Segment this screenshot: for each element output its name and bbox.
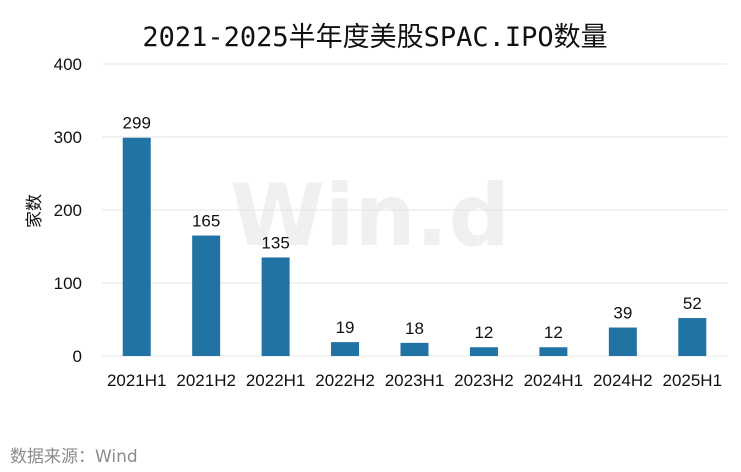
x-tick-label-2021H2: 2021H2 bbox=[176, 371, 236, 390]
x-tick-label-2023H1: 2023H1 bbox=[385, 371, 445, 390]
x-tick-label-2021H1: 2021H1 bbox=[107, 371, 167, 390]
y-axis-label: 家数 bbox=[25, 194, 45, 228]
data-label-2021H2: 165 bbox=[192, 212, 220, 231]
watermark: Win.d bbox=[230, 166, 510, 266]
x-tick-label-2023H2: 2023H2 bbox=[454, 371, 514, 390]
data-label-2021H1: 299 bbox=[123, 114, 151, 133]
bars bbox=[122, 137, 707, 356]
bar-2022H1 bbox=[261, 257, 290, 356]
x-axis-ticks: 2021H1 2021H2 2022H1 2022H2 2023H1 2023H2 2024… bbox=[107, 371, 722, 390]
source-note: 数据来源：Wind bbox=[10, 447, 138, 467]
bar-2021H2 bbox=[192, 235, 221, 356]
bar-2025H1 bbox=[678, 318, 707, 356]
y-tick-label: 400 bbox=[54, 55, 82, 74]
chart-title: 2021-2025半年度美股SPAC.IPO数量 bbox=[142, 22, 607, 53]
x-tick-label-2022H1: 2022H1 bbox=[246, 371, 306, 390]
data-label-2023H2: 12 bbox=[474, 323, 493, 342]
bar-2023H1 bbox=[400, 342, 429, 356]
data-label-2024H1: 12 bbox=[544, 323, 563, 342]
x-tick-label-2025H1: 2025H1 bbox=[662, 371, 722, 390]
y-tick-label: 200 bbox=[54, 201, 82, 220]
x-tick-label-2022H2: 2022H2 bbox=[315, 371, 375, 390]
x-tick-label-2024H2: 2024H2 bbox=[593, 371, 653, 390]
bar-2022H2 bbox=[331, 342, 360, 356]
y-tick-label: 0 bbox=[73, 347, 82, 366]
data-label-2025H1: 52 bbox=[683, 294, 702, 313]
y-axis-ticks: 0 100 200 300 400 bbox=[54, 55, 82, 366]
data-label-2024H2: 39 bbox=[613, 304, 632, 323]
data-label-2022H1: 135 bbox=[261, 233, 289, 252]
bar-2023H2 bbox=[469, 347, 498, 356]
data-label-2023H1: 18 bbox=[405, 319, 424, 338]
data-labels: 299 165 135 19 18 12 12 39 52 bbox=[123, 114, 702, 343]
data-label-2022H2: 19 bbox=[336, 318, 355, 337]
x-tick-label-2024H1: 2024H1 bbox=[524, 371, 584, 390]
bar-2021H1 bbox=[122, 137, 151, 356]
y-tick-label: 100 bbox=[54, 274, 82, 293]
bar-2024H1 bbox=[539, 347, 568, 356]
y-tick-label: 300 bbox=[54, 128, 82, 147]
bar-2024H2 bbox=[608, 327, 637, 356]
